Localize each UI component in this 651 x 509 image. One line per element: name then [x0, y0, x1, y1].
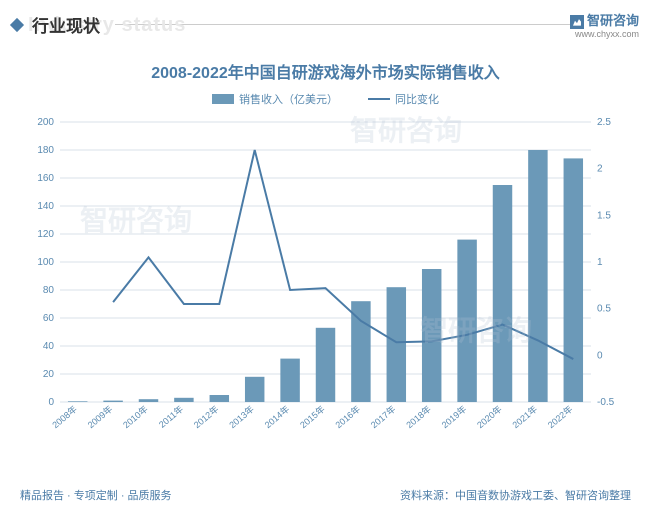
svg-text:100: 100 — [37, 257, 54, 268]
chart-area: 2008-2022年中国自研游戏海外市场实际销售收入 销售收入（亿美元） 同比变… — [0, 49, 651, 469]
svg-text:2014年: 2014年 — [262, 403, 291, 430]
brand-url: www.chyxx.com — [570, 29, 639, 39]
svg-text:2: 2 — [597, 164, 603, 175]
svg-text:20: 20 — [43, 369, 55, 380]
svg-text:2008年: 2008年 — [50, 403, 79, 430]
svg-text:0: 0 — [597, 350, 603, 361]
legend-bar-swatch — [212, 94, 234, 104]
svg-text:0: 0 — [48, 397, 54, 408]
svg-text:120: 120 — [37, 229, 54, 240]
brand-logo-icon — [570, 15, 584, 29]
footer-left: 精品报告 · 专项定制 · 品质服务 — [20, 487, 172, 503]
svg-text:2010年: 2010年 — [120, 403, 149, 430]
svg-text:80: 80 — [43, 285, 55, 296]
svg-text:2013年: 2013年 — [227, 403, 256, 430]
diamond-icon — [10, 17, 24, 31]
svg-text:2009年: 2009年 — [85, 403, 114, 430]
header-brand-block: 智研咨询 www.chyxx.com — [570, 10, 639, 39]
svg-text:160: 160 — [37, 173, 54, 184]
svg-text:140: 140 — [37, 201, 54, 212]
svg-text:2019年: 2019年 — [439, 403, 468, 430]
header-title: 行业现状 — [32, 12, 100, 37]
svg-text:0.5: 0.5 — [597, 304, 611, 315]
svg-text:1: 1 — [597, 257, 603, 268]
footer-right: 资料来源：中国音数协游戏工委、智研咨询整理 — [400, 487, 631, 503]
svg-text:2020年: 2020年 — [474, 403, 503, 430]
header: Industry status 行业现状 智研咨询 www.chyxx.com — [0, 0, 651, 49]
svg-text:2018年: 2018年 — [404, 403, 433, 430]
chart-title: 2008-2022年中国自研游戏海外市场实际销售收入 — [20, 59, 631, 83]
svg-text:2016年: 2016年 — [333, 403, 362, 430]
brand-name: 智研咨询 — [587, 13, 639, 28]
legend-line-label: 同比变化 — [395, 91, 439, 107]
svg-text:200: 200 — [37, 117, 54, 128]
svg-text:40: 40 — [43, 341, 55, 352]
chart-svg: 0 20 40 60 80 100 120 140 160 180 200 -0.5 0 0.5 1 1.5 2… — [20, 112, 631, 452]
chart-legend: 销售收入（亿美元） 同比变化 — [20, 91, 631, 107]
svg-text:2022年: 2022年 — [545, 403, 574, 430]
svg-text:2011年: 2011年 — [156, 403, 185, 430]
svg-text:2.5: 2.5 — [597, 117, 611, 128]
svg-text:1.5: 1.5 — [597, 210, 611, 221]
svg-text:-0.5: -0.5 — [597, 397, 615, 408]
svg-text:180: 180 — [37, 145, 54, 156]
svg-text:2017年: 2017年 — [368, 403, 397, 430]
legend-bar-item: 销售收入（亿美元） — [212, 91, 338, 107]
svg-text:2012年: 2012年 — [191, 403, 220, 430]
legend-line-item: 同比变化 — [368, 91, 439, 107]
chart-plot: 0 20 40 60 80 100 120 140 160 180 200 -0.5 0 0.5 1 1.5 2… — [20, 112, 631, 432]
svg-text:2021年: 2021年 — [510, 403, 539, 430]
svg-text:2015年: 2015年 — [297, 403, 326, 430]
legend-bar-label: 销售收入（亿美元） — [239, 91, 338, 107]
legend-line-swatch — [368, 98, 390, 100]
svg-text:60: 60 — [43, 313, 55, 324]
footer: 精品报告 · 专项定制 · 品质服务 资料来源：中国音数协游戏工委、智研咨询整理 — [0, 487, 651, 503]
